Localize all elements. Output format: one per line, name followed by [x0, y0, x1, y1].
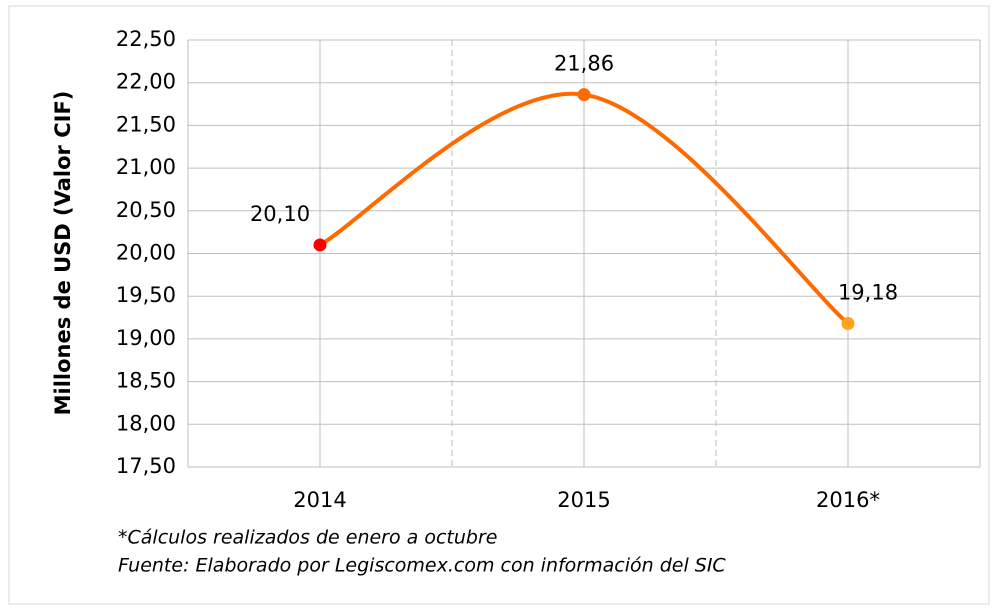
x-tick-label: 2015	[557, 488, 610, 512]
y-tick-label: 19,00	[116, 326, 176, 350]
y-tick-label: 19,50	[116, 283, 176, 307]
point	[577, 88, 591, 102]
point	[841, 317, 855, 331]
y-tick-label: 20,00	[116, 241, 176, 265]
data-label: 21,86	[554, 52, 614, 76]
data-label: 20,10	[250, 202, 310, 226]
data-label: 19,18	[838, 281, 898, 305]
y-tick-label: 18,50	[116, 369, 176, 393]
source-note: Fuente: Elaborado por Legiscomex.com con…	[118, 555, 726, 577]
point	[313, 238, 327, 252]
y-axis-label: Millones de USD (Valor CIF)	[51, 91, 75, 416]
chart-border	[8, 5, 990, 605]
y-tick-label: 22,50	[116, 27, 176, 51]
footnote: *Cálculos realizados de enero a octubre	[118, 527, 497, 549]
y-tick-label: 18,00	[116, 411, 176, 435]
x-tick-label: 2014	[293, 488, 346, 512]
y-tick-label: 21,00	[116, 155, 176, 179]
y-tick-label: 21,50	[116, 112, 176, 136]
y-tick-label: 20,50	[116, 198, 176, 222]
y-tick-label: 22,00	[116, 70, 176, 94]
y-tick-label: 17,50	[116, 454, 176, 478]
x-tick-label: 2016*	[816, 488, 880, 512]
